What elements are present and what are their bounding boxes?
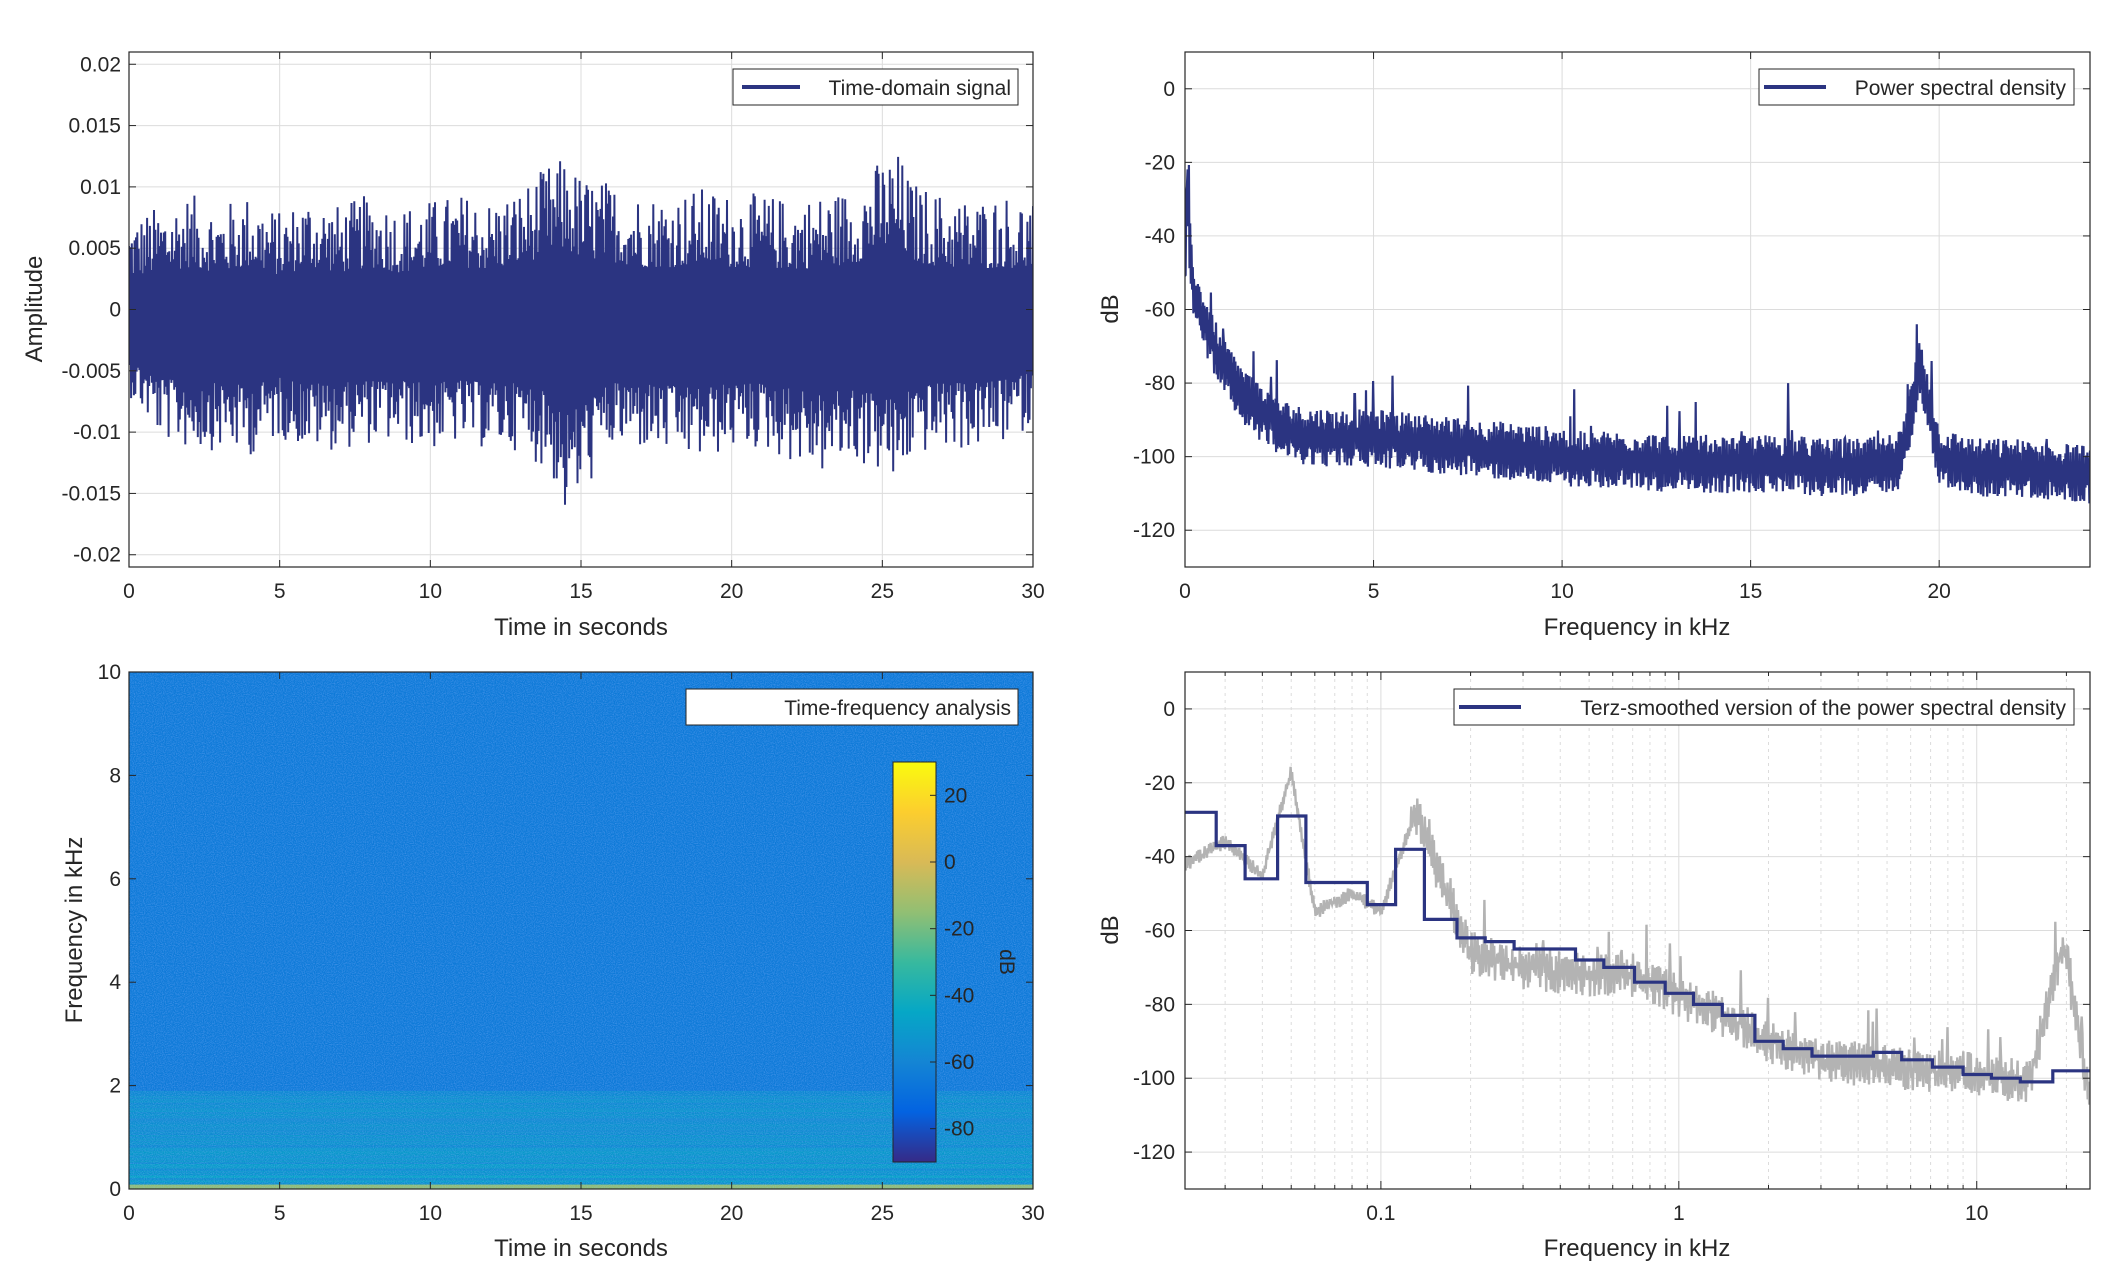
colorbar-tick-label: -20 xyxy=(944,918,974,941)
spectrogram-ylabel: Frequency in kHz xyxy=(61,837,88,1024)
y-tick-label: -60 xyxy=(1145,299,1175,322)
x-tick-label: 20 xyxy=(720,580,743,603)
terz-legend: Terz-smoothed version of the power spect… xyxy=(1453,688,2075,726)
y-tick-label: -20 xyxy=(1145,772,1175,795)
time-domain-ticks: 0 5 10 15 20 25 30 0.02 0.015 0.01 0.005 0 -0.005 -0.… xyxy=(61,52,1045,603)
y-tick-label: 6 xyxy=(109,868,121,891)
y-tick-label: -120 xyxy=(1133,1141,1175,1164)
colorbar-tick-label: 0 xyxy=(944,851,956,874)
psd-panel: 0 5 10 15 20 0 -20 -40 -60 -80 -100 -120 Frequency … xyxy=(1097,51,2091,641)
x-tick-label: 5 xyxy=(274,1202,286,1225)
y-tick-label: -80 xyxy=(1145,372,1175,395)
x-tick-label: 30 xyxy=(1021,1202,1044,1225)
y-tick-label: -0.005 xyxy=(61,360,121,383)
x-tick-label: 25 xyxy=(871,1202,894,1225)
x-tick-label: 30 xyxy=(1021,580,1044,603)
y-tick-label: 0 xyxy=(109,1178,121,1201)
y-tick-label: 10 xyxy=(98,661,121,684)
terz-ticks: 0.1 1 10 0 -20 -40 -60 -80 -100 -120 xyxy=(1133,672,2090,1225)
colorbar-tick-label: -80 xyxy=(944,1118,974,1141)
y-tick-label: 0.005 xyxy=(68,237,121,260)
y-tick-label: 8 xyxy=(109,764,121,787)
time-domain-legend-label: Time-domain signal xyxy=(829,77,1011,100)
y-tick-label: -80 xyxy=(1145,993,1175,1016)
x-tick-label: 0.1 xyxy=(1366,1202,1395,1225)
x-tick-label: 20 xyxy=(720,1202,743,1225)
colorbar-tick-label: -60 xyxy=(944,1051,974,1074)
psd-xlabel: Frequency in kHz xyxy=(1544,614,1731,641)
y-tick-label: -20 xyxy=(1145,151,1175,174)
x-tick-label: 0 xyxy=(123,1202,135,1225)
colorbar-tick-label: 20 xyxy=(944,784,967,807)
y-tick-label: -120 xyxy=(1133,519,1175,542)
y-tick-label: 0 xyxy=(1163,78,1175,101)
terz-panel: 0.1 1 10 0 -20 -40 -60 -80 -100 -120 Frequency in… xyxy=(1097,671,2091,1262)
x-tick-label: 25 xyxy=(871,580,894,603)
spectrogram-legend: Time-frequency analysis xyxy=(685,688,1019,726)
x-tick-label: 10 xyxy=(1550,580,1573,603)
y-tick-label: -100 xyxy=(1133,446,1175,469)
colorbar-gradient xyxy=(892,761,937,1163)
terz-raw-psd-line xyxy=(1185,766,2090,1105)
colorbar-ticks: 20 0 -20 -40 -60 -80 xyxy=(930,784,974,1141)
y-tick-label: 2 xyxy=(109,1075,121,1098)
x-tick-label: 15 xyxy=(1739,580,1762,603)
time-domain-panel: 0 5 10 15 20 25 30 0.02 0.015 0.01 0.005 0 -0.005 -0.… xyxy=(21,51,1045,641)
x-tick-label: 15 xyxy=(569,1202,592,1225)
y-tick-label: -40 xyxy=(1145,225,1175,248)
time-domain-ylabel: Amplitude xyxy=(21,256,48,363)
psd-legend: Power spectral density xyxy=(1758,68,2075,106)
psd-ticks: 0 5 10 15 20 0 -20 -40 -60 -80 -100 -120 xyxy=(1133,52,2090,603)
y-tick-label: -40 xyxy=(1145,846,1175,869)
terz-grid xyxy=(1185,672,2090,1189)
x-tick-label: 5 xyxy=(1368,580,1380,603)
terz-smoothed-line xyxy=(1185,810,2090,1084)
spectrogram-legend-label: Time-frequency analysis xyxy=(784,697,1011,720)
x-tick-label: 0 xyxy=(1179,580,1191,603)
x-tick-label: 10 xyxy=(419,1202,442,1225)
y-tick-label: 0 xyxy=(1163,698,1175,721)
terz-xlabel: Frequency in kHz xyxy=(1544,1235,1731,1262)
time-domain-signal-line xyxy=(129,156,1033,505)
colorbar-label: dB xyxy=(995,949,1018,975)
x-tick-label: 10 xyxy=(419,580,442,603)
x-tick-label: 5 xyxy=(274,580,286,603)
x-tick-label: 20 xyxy=(1927,580,1950,603)
y-tick-label: 0 xyxy=(109,299,121,322)
x-tick-label: 15 xyxy=(569,580,592,603)
spectrogram-legend-box xyxy=(685,688,1019,726)
psd-line xyxy=(1185,164,2090,504)
terz-legend-label: Terz-smoothed version of the power spect… xyxy=(1580,697,2066,720)
y-tick-label: -0.015 xyxy=(61,482,121,505)
x-tick-label: 10 xyxy=(1965,1202,1988,1225)
terz-ylabel: dB xyxy=(1097,915,1124,944)
psd-ylabel: dB xyxy=(1097,294,1124,323)
y-tick-label: 0.015 xyxy=(68,115,121,138)
x-tick-label: 0 xyxy=(123,580,135,603)
y-tick-label: 4 xyxy=(109,971,121,994)
y-tick-label: -100 xyxy=(1133,1067,1175,1090)
y-tick-label: -0.01 xyxy=(73,421,121,444)
time-domain-xlabel: Time in seconds xyxy=(494,614,668,641)
spectrogram-colorbar: 20 0 -20 -40 -60 -80 dB xyxy=(892,761,1018,1163)
terz-legend-box xyxy=(1453,688,2075,726)
spectrogram-noise-texture xyxy=(129,672,1033,1189)
spectrogram-xlabel: Time in seconds xyxy=(494,1235,668,1262)
x-tick-label: 1 xyxy=(1673,1202,1685,1225)
time-domain-legend: Time-domain signal xyxy=(732,68,1019,106)
y-tick-label: -0.02 xyxy=(73,544,121,567)
colorbar-tick-label: -40 xyxy=(944,984,974,1007)
y-tick-label: 0.02 xyxy=(80,53,121,76)
y-tick-label: 0.01 xyxy=(80,176,121,199)
psd-legend-label: Power spectral density xyxy=(1855,77,2067,100)
y-tick-label: -60 xyxy=(1145,920,1175,943)
